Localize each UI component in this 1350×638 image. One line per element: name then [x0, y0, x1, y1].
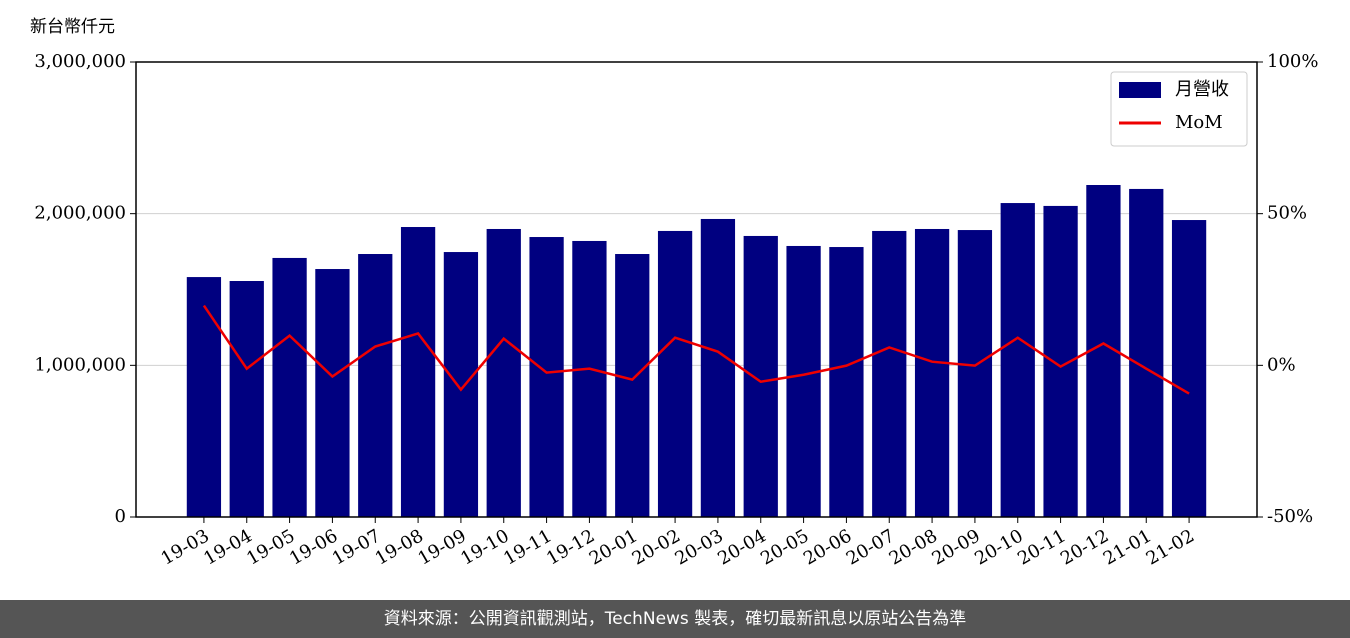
- bar: [229, 281, 264, 517]
- x-tick-label: 21-01: [1100, 525, 1155, 569]
- x-tick-label: 19-11: [500, 525, 555, 569]
- x-tick-label: 20-07: [843, 525, 898, 569]
- y-tick-label: 0: [115, 506, 126, 527]
- bar: [829, 247, 864, 518]
- y2-tick-label: 100%: [1267, 51, 1318, 72]
- bar: [1000, 203, 1035, 518]
- bar: [615, 254, 650, 517]
- legend-swatch: [1119, 82, 1161, 98]
- bar: [700, 218, 736, 517]
- y-unit-label: 新台幣仟元: [30, 17, 115, 37]
- x-tick-label: 20-12: [1057, 525, 1112, 569]
- y-tick-label: 3,000,000: [34, 51, 126, 72]
- bar: [914, 228, 950, 518]
- x-tick-label: 20-09: [928, 525, 983, 569]
- y2-tick-label: -50%: [1267, 506, 1313, 527]
- x-tick-label: 19-04: [200, 525, 255, 569]
- bar: [743, 235, 778, 517]
- y2-tick-label: 0%: [1267, 354, 1296, 375]
- bar: [315, 269, 350, 517]
- bar: [400, 227, 436, 517]
- x-tick-label: 20-01: [586, 525, 641, 569]
- x-tick-label: 19-10: [457, 525, 512, 569]
- bar: [529, 237, 564, 518]
- bar: [358, 254, 393, 517]
- bar: [272, 257, 307, 517]
- x-tick-label: 20-08: [886, 525, 941, 569]
- bar: [486, 228, 521, 518]
- x-tick-label: 20-03: [671, 525, 726, 569]
- x-tick-label: 20-05: [757, 525, 812, 569]
- y-tick-label: 2,000,000: [34, 203, 126, 224]
- mom-line: [202, 304, 1190, 395]
- footer: 資料來源：公開資訊觀測站，TechNews 製表，確切最新訊息以原站公告為準: [0, 600, 1350, 638]
- x-tick-label: 19-12: [543, 525, 598, 569]
- x-tick-label: 19-05: [243, 525, 298, 569]
- y-tick-label: 1,000,000: [34, 354, 126, 375]
- x-tick-label: 19-08: [372, 525, 427, 569]
- legend-label: MoM: [1175, 112, 1223, 133]
- bar: [657, 230, 693, 517]
- x-tick-label: 19-09: [414, 525, 469, 569]
- plot-frame: [135, 61, 1258, 518]
- bar: [786, 245, 821, 517]
- legend-label: 月營收: [1175, 79, 1229, 100]
- bar: [957, 230, 993, 517]
- x-tick-label: 19-06: [286, 525, 341, 569]
- bar: [443, 252, 479, 517]
- x-tick-label: 20-11: [1014, 525, 1069, 569]
- x-tick-label: 20-02: [629, 525, 684, 569]
- x-tick-label: 20-04: [714, 525, 769, 569]
- bar: [572, 240, 607, 517]
- bar: [872, 230, 907, 517]
- bar: [1171, 220, 1207, 517]
- y2-tick-label: 50%: [1267, 203, 1307, 224]
- bar: [186, 277, 222, 517]
- bar: [1129, 188, 1164, 517]
- chart: 新台幣仟元 0 1,000,000 2,000,000 3,000,000 -50% 0%…: [30, 17, 1318, 570]
- x-tick-label: 19-07: [329, 525, 384, 569]
- x-tick-label: 21-02: [1143, 525, 1198, 569]
- x-tick-label: 19-03: [157, 525, 212, 569]
- x-tick-label: 20-06: [800, 525, 855, 569]
- x-tick-label: 20-10: [971, 525, 1026, 569]
